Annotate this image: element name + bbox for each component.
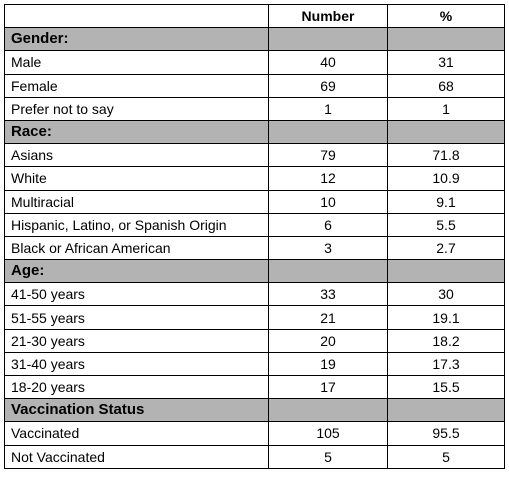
row-label: 18-20 years — [4, 374, 269, 400]
row-label: Female — [4, 73, 269, 98]
row-label: 31-40 years — [4, 351, 269, 377]
section-title: Race: — [4, 119, 269, 145]
section-blank-cell — [268, 119, 388, 145]
section-row-age: Age: — [4, 259, 505, 284]
row-number: 19 — [268, 351, 388, 377]
section-blank-cell — [268, 27, 388, 52]
row-label: Black or African American — [4, 235, 269, 261]
row-number: 6 — [268, 212, 388, 237]
row-percent: 17.3 — [387, 351, 505, 377]
table-row: Hispanic, Latino, or Spanish Origin 6 5.… — [4, 212, 505, 237]
row-number: 10 — [268, 189, 388, 214]
row-percent: 15.5 — [387, 374, 505, 400]
row-label: 41-50 years — [4, 282, 269, 307]
section-blank-cell — [387, 398, 505, 423]
section-row-gender: Gender: — [4, 27, 505, 52]
section-title: Gender: — [4, 27, 269, 52]
section-blank-cell — [387, 259, 505, 284]
row-number: 40 — [268, 50, 388, 75]
section-row-race: Race: — [4, 119, 505, 145]
row-number: 1 — [268, 96, 388, 121]
section-blank-cell — [268, 398, 388, 423]
row-percent: 5 — [387, 444, 505, 469]
section-blank-cell — [387, 119, 505, 145]
row-number: 79 — [268, 143, 388, 168]
section-blank-cell — [387, 27, 505, 52]
row-percent: 19.1 — [387, 305, 505, 330]
row-percent: 10.9 — [387, 166, 505, 191]
row-label: Multiracial — [4, 189, 269, 214]
table-row: Vaccinated 105 95.5 — [4, 421, 505, 446]
header-number: Number — [268, 3, 388, 29]
row-number: 17 — [268, 374, 388, 400]
row-percent: 5.5 — [387, 212, 505, 237]
row-label: Male — [4, 50, 269, 75]
header-percent: % — [387, 3, 505, 29]
row-label: Asians — [4, 143, 269, 168]
table-row: Male 40 31 — [4, 50, 505, 75]
header-blank-cell — [4, 3, 269, 29]
row-label: Hispanic, Latino, or Spanish Origin — [4, 212, 269, 237]
row-label: Vaccinated — [4, 421, 269, 446]
table-row: 51-55 years 21 19.1 — [4, 305, 505, 330]
table-row: Female 69 68 — [4, 73, 505, 98]
row-number: 21 — [268, 305, 388, 330]
row-number: 12 — [268, 166, 388, 191]
table-row: Multiracial 10 9.1 — [4, 189, 505, 214]
row-percent: 30 — [387, 282, 505, 307]
demographics-table-container: Number % Gender: Male 40 31 Female 69 68 — [4, 3, 505, 469]
row-number: 5 — [268, 444, 388, 469]
table-row: 41-50 years 33 30 — [4, 282, 505, 307]
table-row: Asians 79 71.8 — [4, 143, 505, 168]
row-label: 51-55 years — [4, 305, 269, 330]
row-label: Not Vaccinated — [4, 444, 269, 469]
row-label: 21-30 years — [4, 328, 269, 353]
row-label: White — [4, 166, 269, 191]
section-title: Age: — [4, 259, 269, 284]
row-number: 20 — [268, 328, 388, 353]
row-percent: 71.8 — [387, 143, 505, 168]
table-row: Black or African American 3 2.7 — [4, 235, 505, 261]
table-row: 21-30 years 20 18.2 — [4, 328, 505, 353]
section-title: Vaccination Status — [4, 398, 269, 423]
row-number: 69 — [268, 73, 388, 98]
row-percent: 68 — [387, 73, 505, 98]
section-blank-cell — [268, 259, 388, 284]
demographics-table: Number % Gender: Male 40 31 Female 69 68 — [4, 3, 505, 469]
row-number: 3 — [268, 235, 388, 261]
row-number: 105 — [268, 421, 388, 446]
row-percent: 2.7 — [387, 235, 505, 261]
table-row: 18-20 years 17 15.5 — [4, 374, 505, 400]
row-percent: 95.5 — [387, 421, 505, 446]
table-row: Not Vaccinated 5 5 — [4, 444, 505, 469]
row-percent: 31 — [387, 50, 505, 75]
row-percent: 18.2 — [387, 328, 505, 353]
row-percent: 1 — [387, 96, 505, 121]
row-percent: 9.1 — [387, 189, 505, 214]
row-label: Prefer not to say — [4, 96, 269, 121]
table-row: Prefer not to say 1 1 — [4, 96, 505, 121]
header-row: Number % — [4, 3, 505, 29]
section-row-vaccination-status: Vaccination Status — [4, 398, 505, 423]
row-number: 33 — [268, 282, 388, 307]
table-row: 31-40 years 19 17.3 — [4, 351, 505, 377]
table-row: White 12 10.9 — [4, 166, 505, 191]
